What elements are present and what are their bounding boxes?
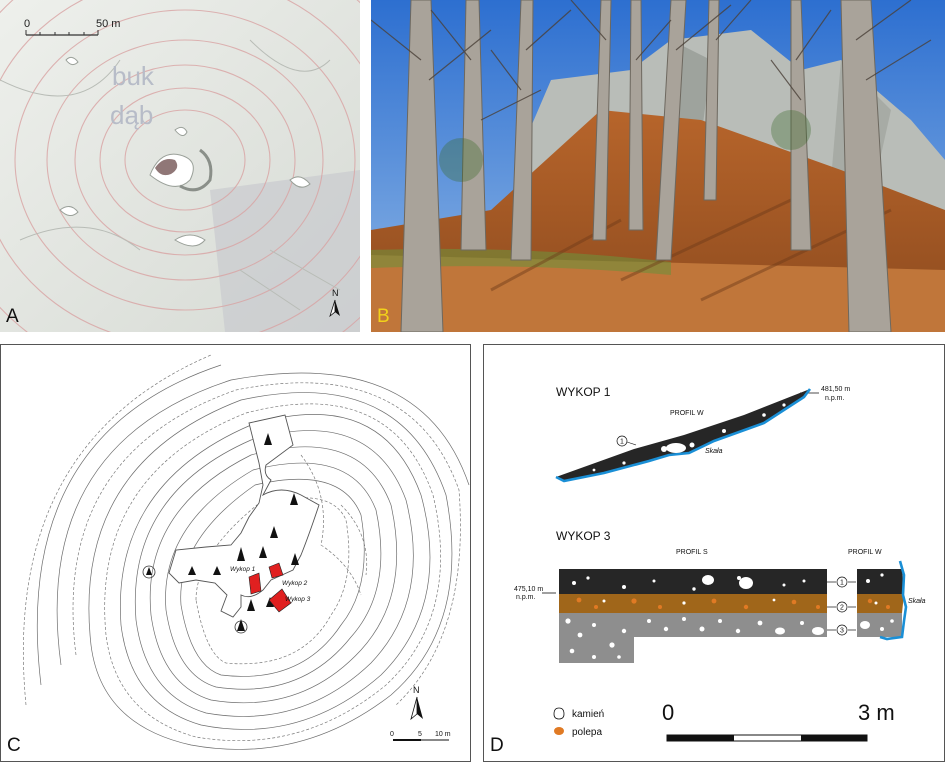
panel-a-overlay-word-2: dąb (110, 100, 153, 130)
trench3-profile-w-label: PROFIL W (848, 549, 882, 556)
panel-b-photo: B (371, 0, 945, 332)
trench1-layer-number: 1 (620, 439, 624, 446)
trench3-rock-label: Skała (908, 598, 926, 605)
trench3-title: WYKOP 3 (556, 529, 611, 543)
trench3-profile-s-label: PROFIL S (676, 549, 708, 556)
trench1-rock-label: Skała (705, 448, 723, 455)
panel-b-label: B (377, 306, 390, 327)
panel-d-scale-zero: 0 (662, 700, 674, 725)
panel-d-legend: kamień polepa (553, 707, 604, 738)
panel-c-site-plan: Wykop 1 Wykop 2 Wykop 3 N 0 5 10 m C (0, 344, 471, 762)
panel-c-north-label: N (413, 685, 420, 695)
profile-drawings: WYKOP 1 PROFIL W 481,50 m n.p.m. 1 Skała… (514, 385, 926, 742)
panel-d-profiles: WYKOP 1 PROFIL W 481,50 m n.p.m. 1 Skała… (483, 344, 945, 762)
trench3-layer-2-marker (836, 601, 848, 613)
panel-a-label: A (6, 306, 19, 327)
panel-d-scale-end: 3 m (858, 700, 895, 725)
trench-1-shape (248, 572, 262, 595)
trench-3-shape (268, 588, 292, 613)
trench3-profile-w: Skała (857, 560, 926, 641)
trench3-layer-1-marker (836, 576, 848, 588)
trench-3-label: Wykop 3 (285, 596, 311, 603)
panel-c-scale-zero: 0 (390, 731, 394, 738)
rock-outcrop-icons (146, 433, 299, 631)
trench1-rock-line (555, 388, 812, 483)
trench-2-label: Wykop 2 (282, 580, 308, 587)
site-plan-drawing: Wykop 1 Wykop 2 Wykop 3 N 0 5 10 m (23, 354, 470, 750)
panel-d-scale-bar: 0 3 m (662, 700, 895, 742)
trench3-layer-3-marker (836, 624, 848, 636)
clay-legend-icon (554, 727, 564, 735)
panel-a-overlay-word-1: buk (112, 61, 155, 91)
panel-c-label: C (7, 735, 21, 756)
trench1-topsoil (556, 389, 810, 481)
legend-clay-label: polepa (572, 727, 602, 738)
panel-a-north-label: N (332, 288, 339, 298)
trench3-elevation: 475,10 m (514, 586, 543, 593)
panel-c-scale-bar: 0 5 10 m (390, 731, 451, 741)
forest-photo-image (371, 0, 945, 332)
trench1-elevation: 481,50 m (821, 386, 850, 393)
trench3-layer-3-number: 3 (840, 628, 844, 635)
trench3-layer-2-number: 2 (840, 605, 844, 612)
trench1-title: WYKOP 1 (556, 385, 611, 399)
trench-2-shape (268, 562, 284, 579)
trench1-profile-label: PROFIL W (670, 410, 704, 417)
relief-map-image: 0 50 m buk dąb N (0, 0, 360, 332)
panel-c-scale-end: 10 m (435, 731, 451, 738)
panel-c-north-arrow-icon: N (410, 685, 423, 721)
panel-a-scale-zero: 0 (24, 18, 30, 30)
trench3-profile-s (559, 569, 827, 663)
trench3-elevation-unit: n.p.m. (516, 594, 536, 601)
legend-stone-label: kamień (572, 709, 604, 720)
panel-a-scale-bar: 0 50 m (24, 18, 120, 36)
stone-legend-icon (553, 707, 565, 720)
trench1-elevation-unit: n.p.m. (825, 395, 845, 402)
trench-1-label: Wykop 1 (230, 566, 256, 573)
panel-d-label: D (490, 735, 504, 756)
trench3-layer-1-number: 1 (840, 580, 844, 587)
panel-c-scale-mid: 5 (418, 731, 422, 738)
panel-a-relief-map: 0 50 m buk dąb N A (0, 0, 360, 332)
trench1-layer-marker (616, 435, 628, 447)
panel-a-north-arrow-icon: N (329, 288, 340, 318)
panel-a-scale-end: 50 m (96, 18, 120, 30)
